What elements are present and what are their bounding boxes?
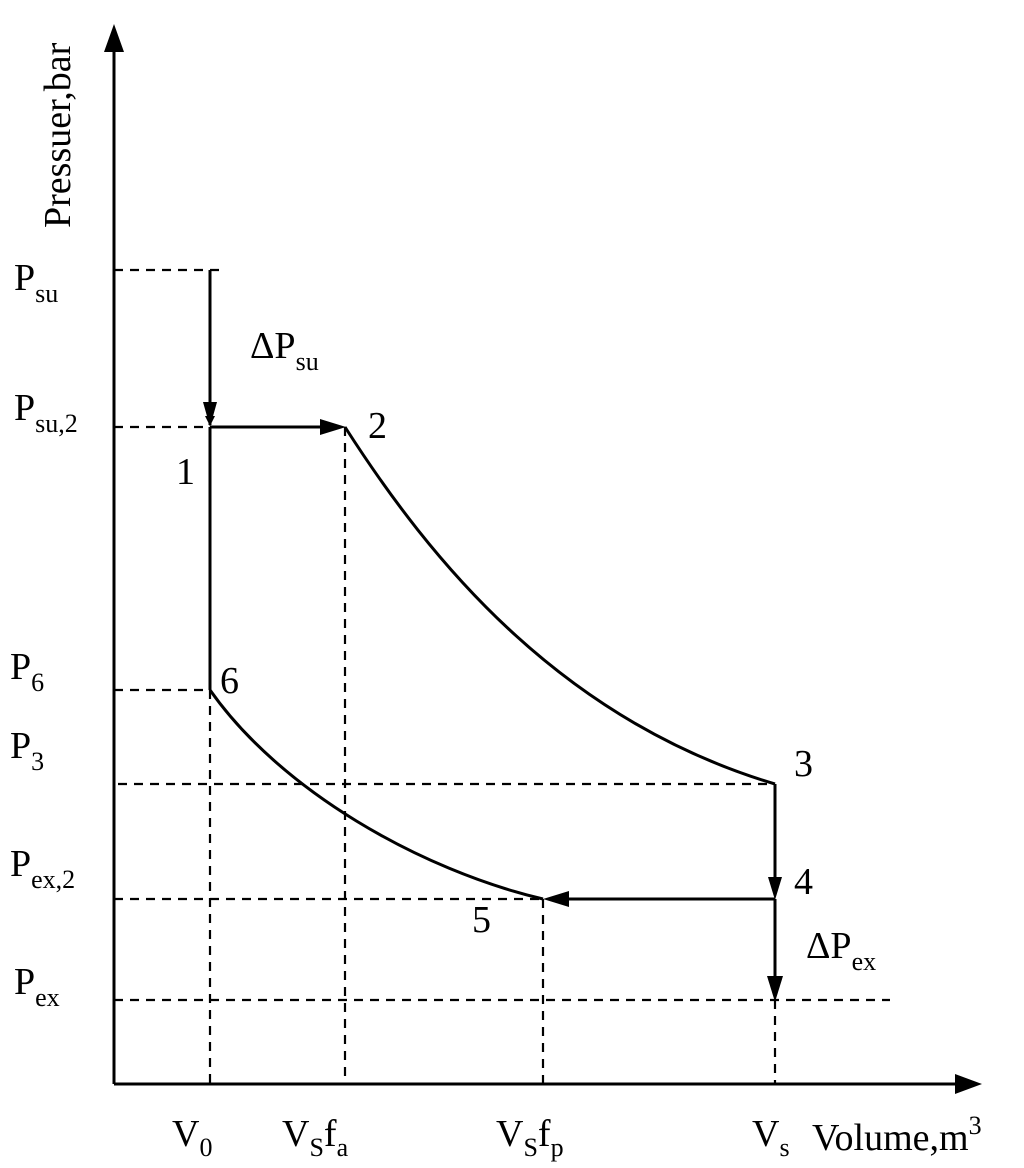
- point-6-label: 6: [220, 660, 239, 702]
- p3-label: P3: [10, 725, 44, 776]
- delta-p-su-label: ΔPsu: [250, 325, 319, 376]
- reference-lines: [114, 268, 890, 1084]
- p6-label: P6: [10, 646, 44, 697]
- p-su2-label: Psu,2: [14, 387, 78, 438]
- p-ex-label: Pex: [14, 961, 60, 1012]
- x-axis-label: Volume,m3: [812, 1111, 982, 1159]
- vs-fp-label: VSfp: [496, 1113, 564, 1162]
- point-5-label: 5: [472, 899, 491, 941]
- vs-label: Vs: [752, 1113, 790, 1162]
- delta-p-ex-label: ΔPex: [806, 925, 876, 976]
- y-axis-arrow-icon: [104, 24, 124, 52]
- process-4-5-arrowhead-icon: [543, 891, 569, 907]
- delta-p-su-arrowhead-icon: [203, 402, 217, 427]
- v0-label: V0: [172, 1113, 212, 1162]
- p-su-label: Psu: [14, 257, 58, 308]
- cycle: [203, 270, 783, 1002]
- delta-p-ex-arrowhead-icon: [767, 976, 783, 1002]
- axes: [104, 24, 982, 1094]
- point-2-label: 2: [368, 405, 387, 447]
- point-3-label: 3: [794, 743, 813, 785]
- vs-fa-label: VSfa: [282, 1113, 349, 1162]
- process-2-3-expansion: [343, 426, 776, 786]
- y-axis-label: Pressuer,bar: [37, 42, 79, 228]
- p-ex2-label: Pex,2: [10, 843, 75, 894]
- process-5-6-compression: [208, 689, 544, 901]
- x-axis-arrow-icon: [955, 1074, 982, 1094]
- point-4-label: 4: [794, 861, 813, 903]
- point-1-label: 1: [176, 451, 195, 493]
- process-1-2-arrowhead-icon: [320, 419, 346, 435]
- process-3-4-arrowhead-icon: [768, 877, 782, 900]
